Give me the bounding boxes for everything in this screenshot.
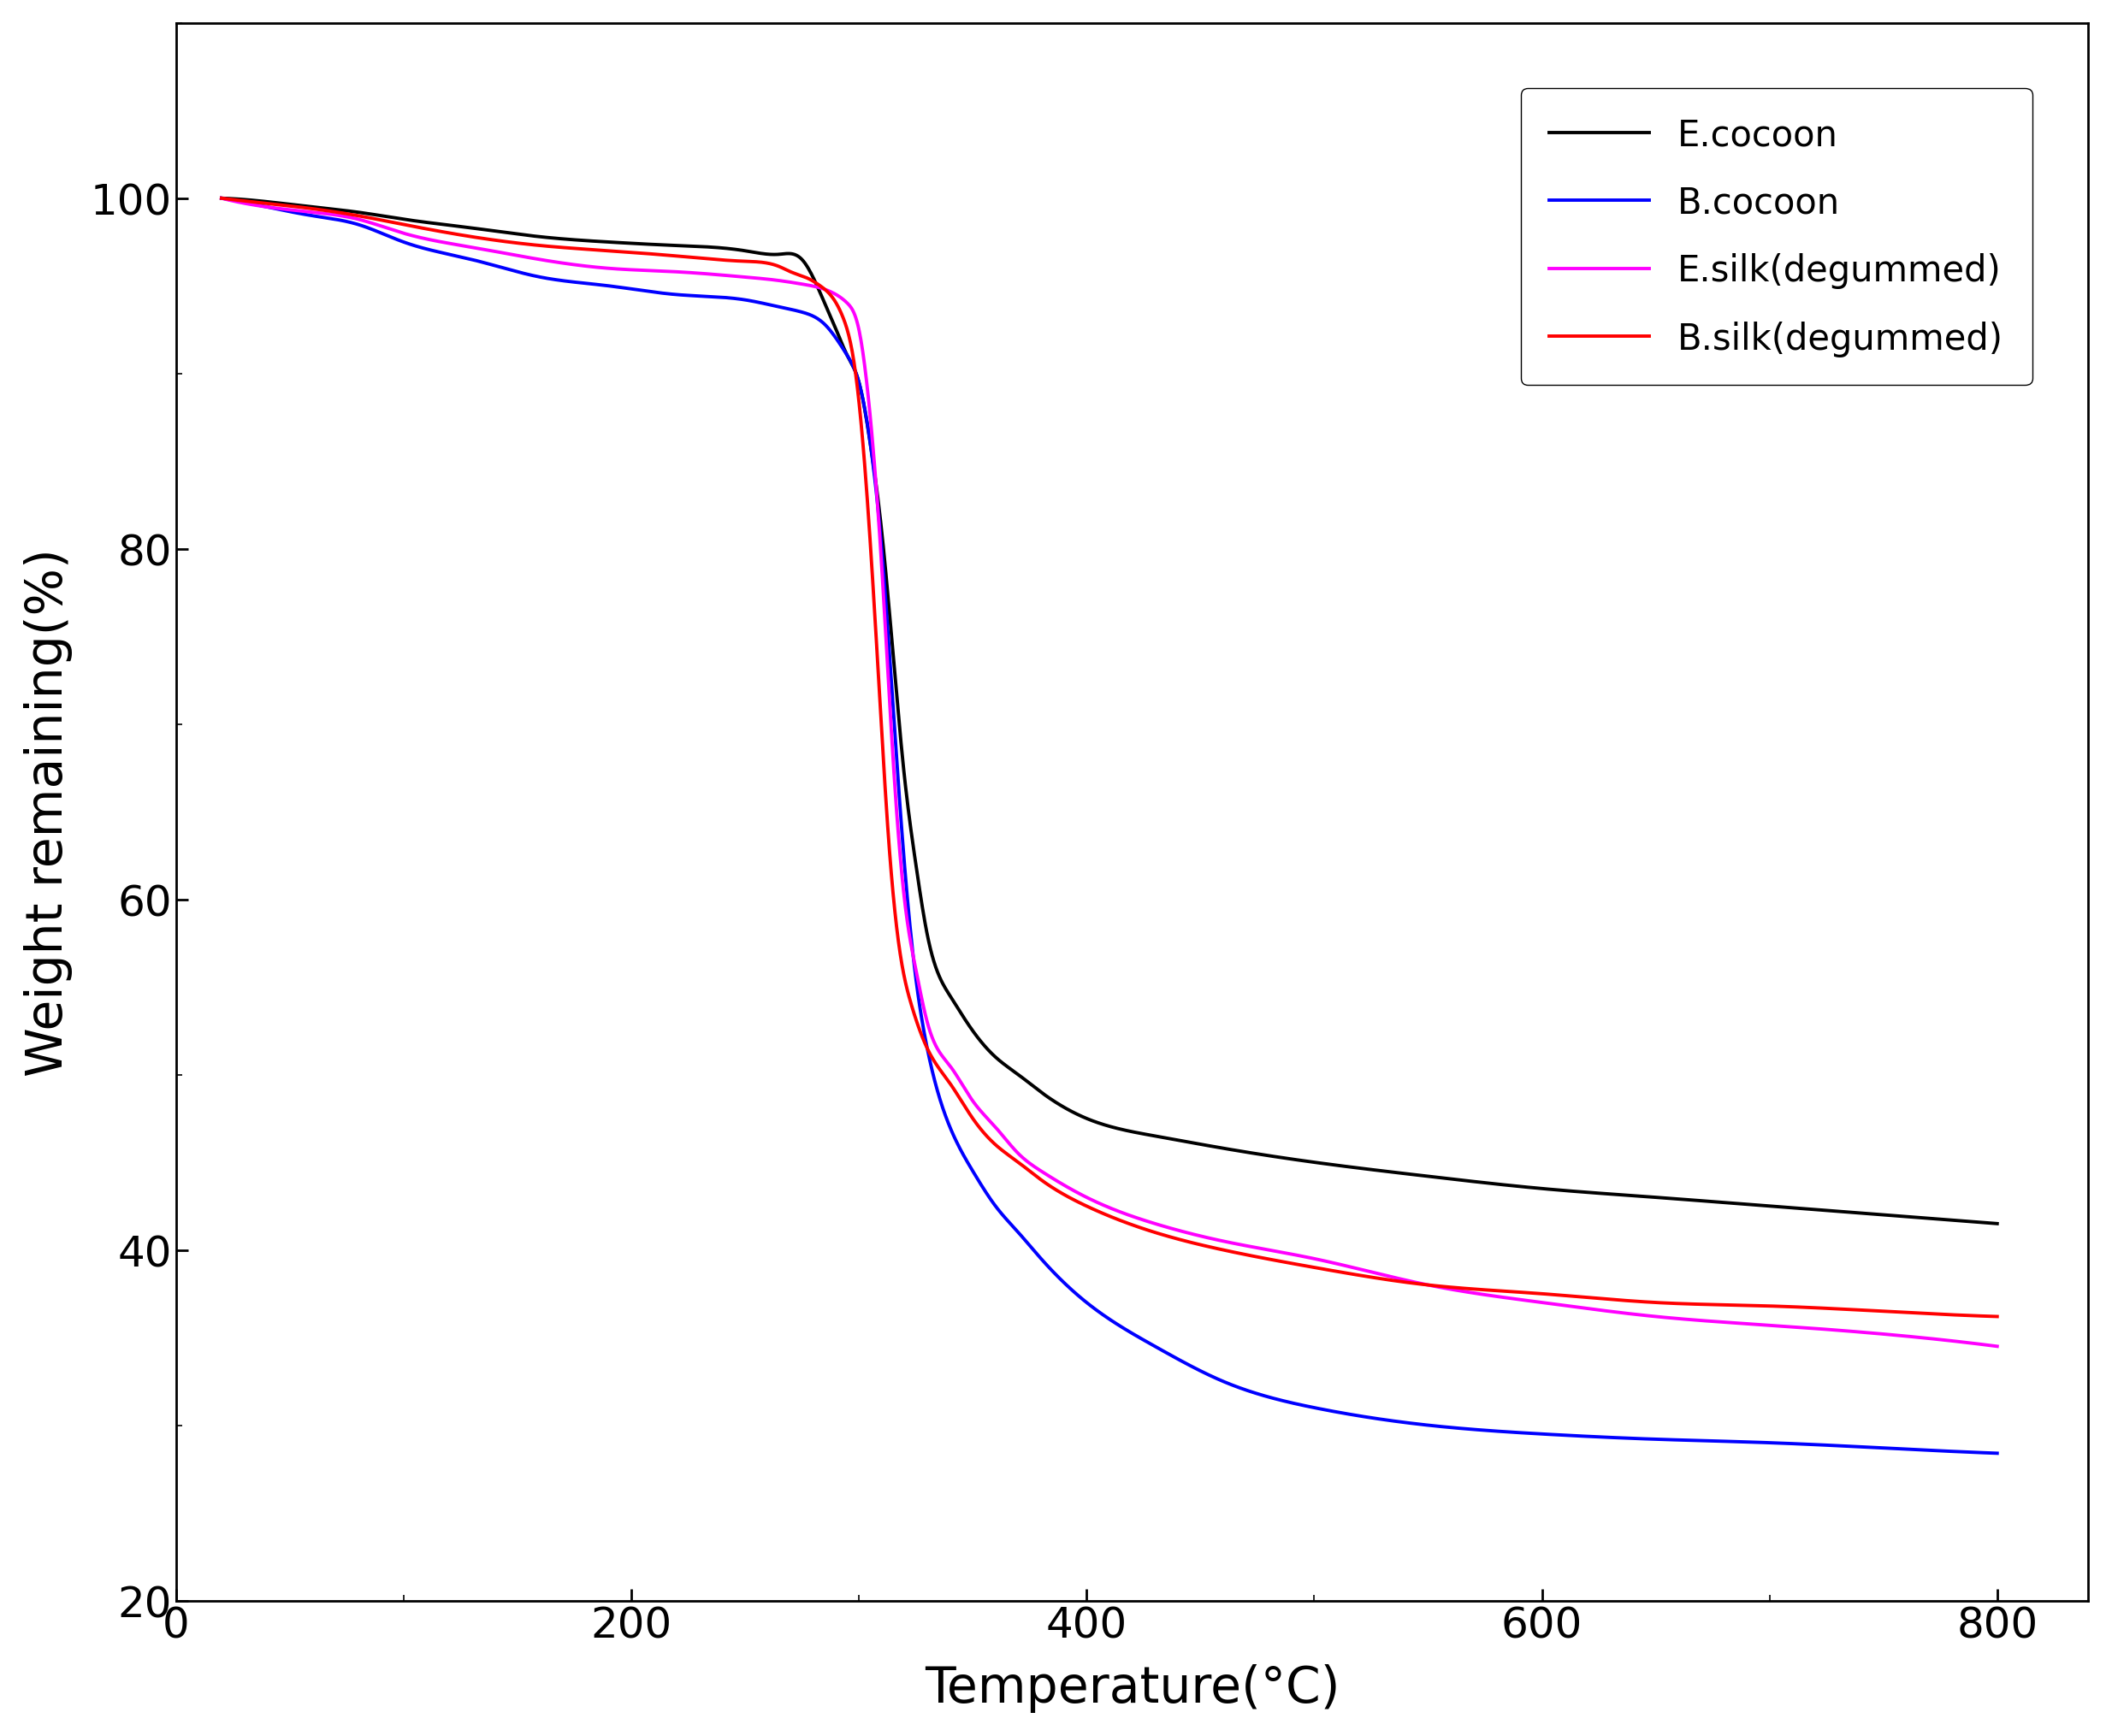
- E.cocoon: [209, 189, 234, 210]
- E.cocoon: [1073, 1108, 1098, 1128]
- B.cocoon: [1932, 1441, 1958, 1462]
- B.cocoon: [1607, 1427, 1633, 1448]
- E.cocoon: [1932, 1210, 1958, 1231]
- E.silk(degummed): [1985, 1337, 2011, 1358]
- E.cocoon: [1607, 1184, 1633, 1205]
- B.silk(degummed): [1985, 1305, 2011, 1326]
- E.silk(degummed): [1932, 1330, 1958, 1351]
- Y-axis label: Weight remaining(%): Weight remaining(%): [23, 549, 72, 1076]
- B.cocoon: [1073, 1292, 1098, 1312]
- B.silk(degummed): [300, 200, 325, 220]
- B.silk(degummed): [209, 189, 234, 210]
- X-axis label: Temperature(°C): Temperature(°C): [925, 1663, 1339, 1712]
- Line: E.cocoon: E.cocoon: [222, 200, 1998, 1224]
- B.cocoon: [300, 207, 325, 227]
- Line: B.silk(degummed): B.silk(degummed): [222, 200, 1998, 1316]
- B.silk(degummed): [1607, 1290, 1633, 1311]
- B.cocoon: [1985, 1443, 2011, 1463]
- B.cocoon: [209, 189, 234, 210]
- E.cocoon: [1932, 1210, 1958, 1231]
- E.cocoon: [300, 198, 325, 219]
- Line: B.cocoon: B.cocoon: [222, 200, 1998, 1453]
- E.cocoon: [1024, 1080, 1050, 1101]
- B.silk(degummed): [1024, 1167, 1050, 1187]
- B.cocoon: [1024, 1245, 1050, 1266]
- E.silk(degummed): [1073, 1186, 1098, 1207]
- E.silk(degummed): [1932, 1330, 1958, 1351]
- B.silk(degummed): [1932, 1304, 1958, 1325]
- B.silk(degummed): [1932, 1304, 1958, 1325]
- Line: E.silk(degummed): E.silk(degummed): [222, 200, 1998, 1347]
- Legend: E.cocoon, B.cocoon, E.silk(degummed), B.silk(degummed): E.cocoon, B.cocoon, E.silk(degummed), B.…: [1521, 89, 2032, 385]
- B.cocoon: [1932, 1441, 1958, 1462]
- B.silk(degummed): [1073, 1194, 1098, 1215]
- E.silk(degummed): [1607, 1302, 1633, 1323]
- E.cocoon: [1985, 1213, 2011, 1234]
- E.silk(degummed): [1024, 1160, 1050, 1180]
- E.silk(degummed): [300, 203, 325, 224]
- E.silk(degummed): [209, 189, 234, 210]
